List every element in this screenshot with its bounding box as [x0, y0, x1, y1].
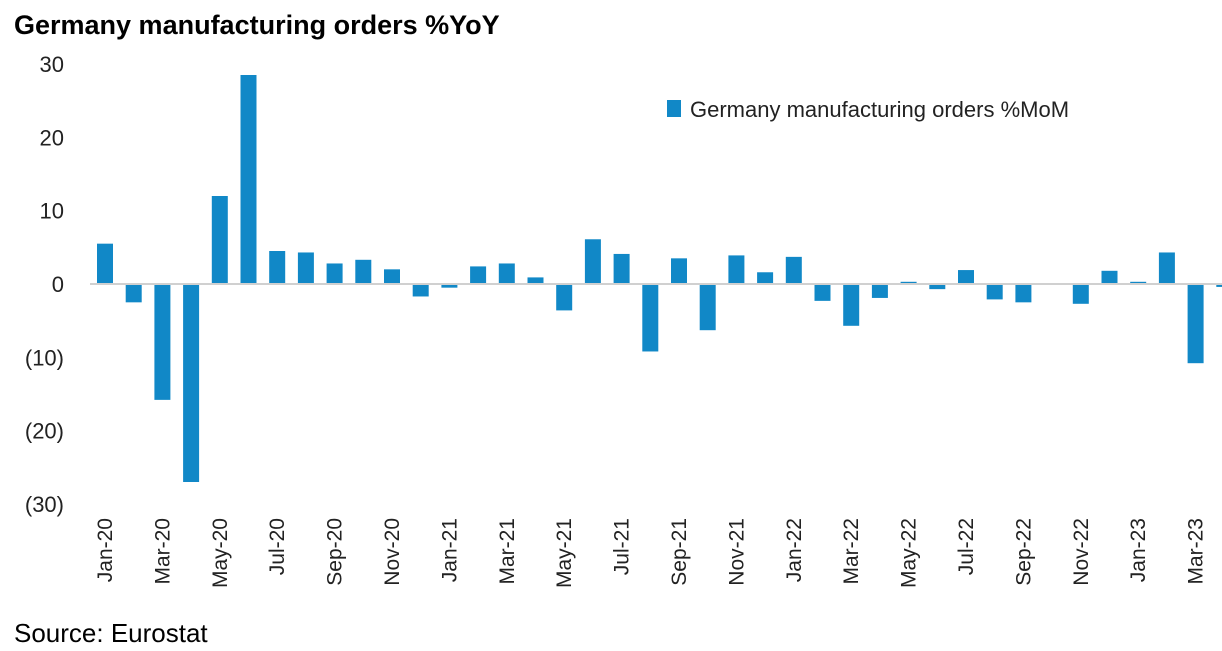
bar	[355, 259, 372, 284]
legend-label: Germany manufacturing orders %MoM	[690, 97, 1069, 122]
bar	[556, 284, 573, 311]
bar	[183, 284, 200, 482]
bar	[384, 269, 400, 284]
x-tick-label: Mar-23	[1185, 518, 1208, 585]
x-tick-label: May-21	[553, 518, 576, 588]
bar	[958, 270, 974, 284]
x-tick-label: May-20	[209, 518, 232, 588]
bars	[97, 75, 1222, 482]
x-tick-label: Jan-23	[1127, 518, 1150, 582]
bar	[125, 284, 142, 303]
bar	[297, 252, 314, 284]
bar	[642, 284, 659, 352]
chart-title: Germany manufacturing orders %YoY	[14, 10, 500, 40]
bar	[1158, 252, 1175, 284]
x-tick-label: Jul-20	[266, 518, 289, 575]
y-tick-label: 10	[40, 199, 64, 224]
x-tick-label: Nov-20	[381, 518, 404, 586]
x-tick-label: Jan-20	[94, 518, 117, 582]
bar	[843, 284, 860, 326]
bar	[814, 284, 831, 301]
bar	[470, 266, 487, 284]
y-tick-label: (30)	[25, 492, 64, 517]
bar	[1216, 284, 1222, 287]
bar	[900, 281, 917, 284]
x-tick-label: Sep-20	[324, 518, 347, 586]
x-tick-label: Mar-22	[840, 518, 863, 585]
bar	[1072, 284, 1089, 304]
bar	[527, 277, 544, 284]
bar	[584, 239, 601, 284]
y-axis-ticks: 30 20 10 0 (10) (20) (30)	[25, 52, 64, 517]
x-tick-label: Jul-21	[611, 518, 634, 575]
x-axis-ticks: Jan-20 Mar-20 May-20 Jul-20 Sep-20 Nov-20 Jan-…	[94, 518, 1208, 588]
x-tick-label: Nov-21	[725, 518, 748, 586]
bar	[699, 284, 716, 331]
bar	[1130, 281, 1147, 284]
bar	[1187, 284, 1204, 364]
bar	[441, 284, 458, 288]
bar	[728, 255, 745, 284]
y-tick-label: 0	[52, 272, 64, 297]
x-tick-label: Sep-21	[668, 518, 691, 586]
bar	[1101, 270, 1118, 284]
bar	[1015, 284, 1032, 303]
x-tick-label: Jan-21	[438, 518, 461, 582]
bar	[326, 263, 343, 284]
x-tick-label: Mar-20	[151, 518, 174, 585]
y-tick-label: 30	[40, 52, 64, 77]
x-tick-label: Jul-22	[955, 518, 978, 575]
legend-swatch	[667, 100, 681, 117]
y-tick-label: 20	[40, 125, 64, 150]
x-tick-label: Nov-22	[1070, 518, 1093, 586]
bar	[986, 284, 1003, 300]
bar	[154, 284, 171, 400]
bar	[871, 284, 888, 298]
x-tick-label: Jan-22	[783, 518, 806, 582]
x-tick-label: May-22	[898, 518, 921, 588]
bar	[269, 251, 286, 284]
bar	[671, 258, 687, 284]
bar	[757, 272, 774, 284]
bar	[240, 75, 257, 284]
bar	[412, 284, 429, 297]
legend: Germany manufacturing orders %MoM	[667, 97, 1069, 122]
bar	[97, 243, 113, 284]
source-note: Source: Eurostat	[14, 618, 208, 648]
bar	[613, 253, 630, 284]
y-tick-label: (10)	[25, 345, 64, 370]
bar	[498, 263, 515, 284]
bar	[785, 256, 802, 284]
y-tick-label: (20)	[25, 419, 64, 444]
bar	[929, 284, 946, 290]
x-tick-label: Mar-21	[496, 518, 519, 585]
x-tick-label: Sep-22	[1012, 518, 1035, 586]
bar	[211, 196, 228, 284]
